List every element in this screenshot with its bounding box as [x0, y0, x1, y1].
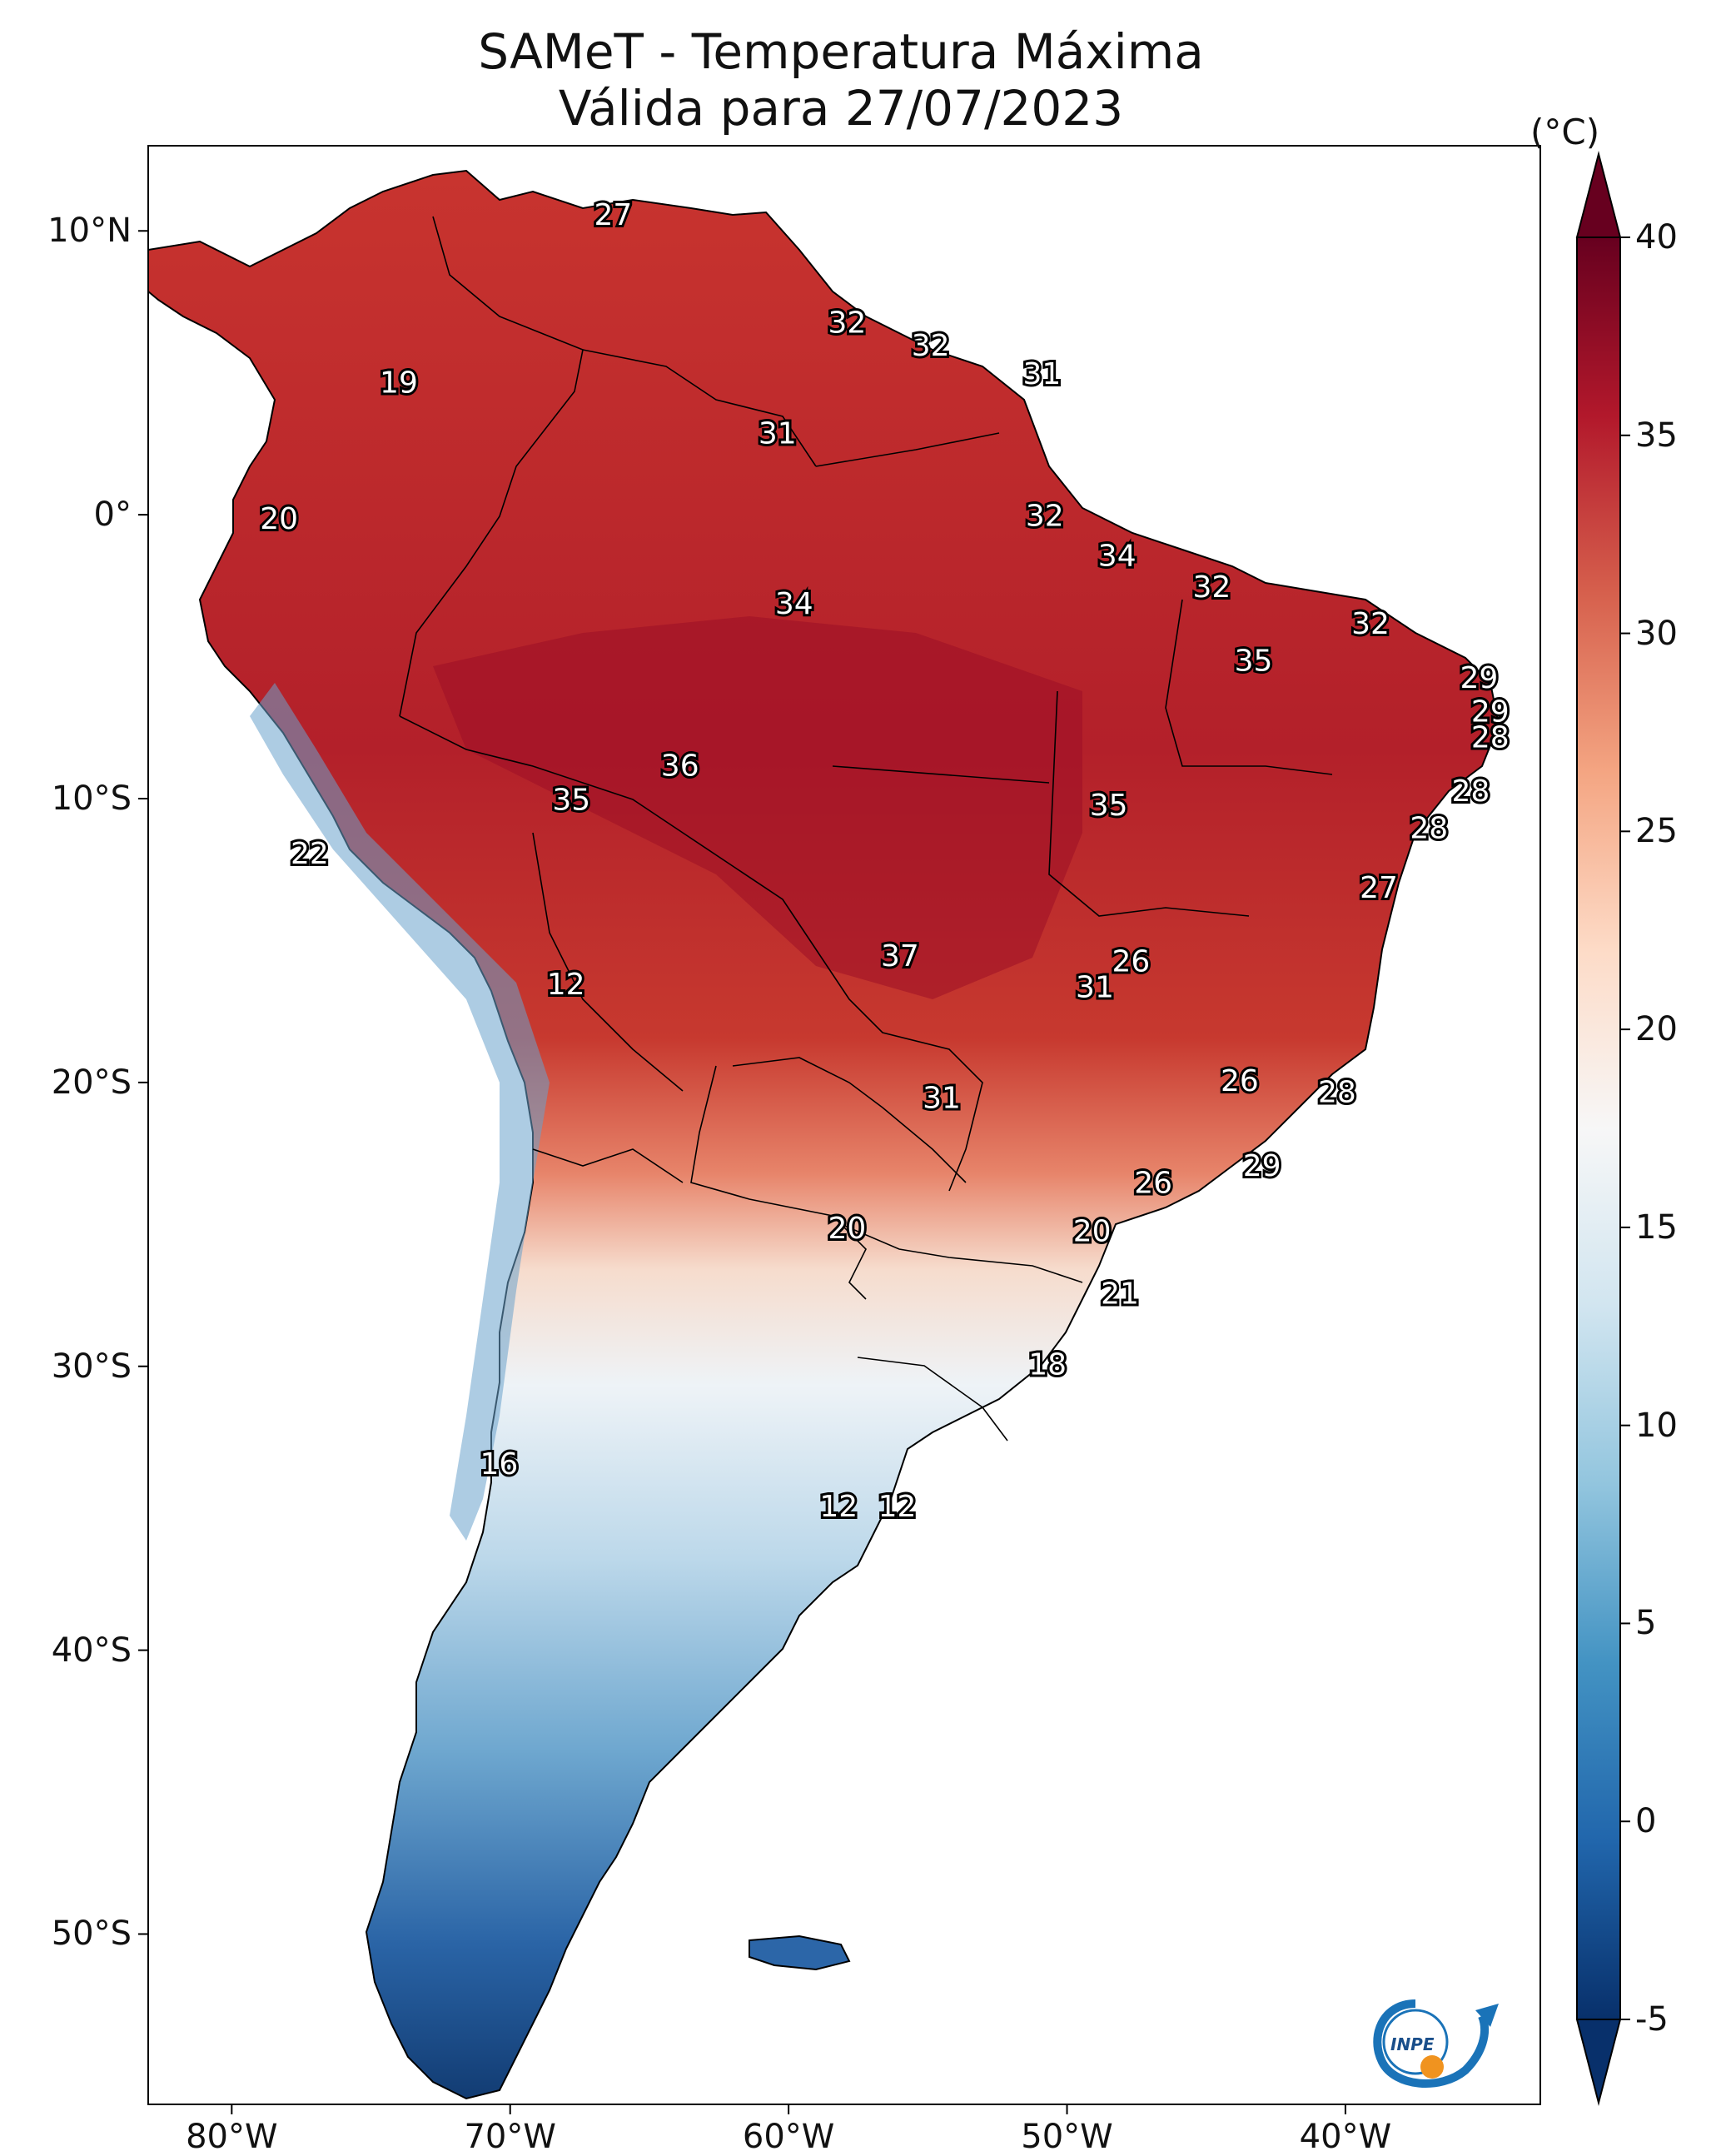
temperature-label: 26: [1134, 1167, 1172, 1201]
map-subtitle: Válida para 27/07/2023: [558, 80, 1124, 137]
temperature-label: 34: [1098, 539, 1137, 573]
temperature-label: 35: [552, 783, 590, 817]
temperature-label: 29: [1460, 661, 1499, 695]
temperature-label: 18: [1028, 1348, 1067, 1382]
temperature-label: 20: [1073, 1215, 1112, 1249]
colorbar-tick-label: 0: [1635, 1802, 1657, 1841]
temperature-label: 31: [1023, 357, 1062, 391]
y-tick-label: 50°S: [51, 1915, 132, 1954]
temperature-label: 20: [260, 502, 298, 536]
hot-core-region: [433, 616, 1082, 999]
temperature-label: 28: [1318, 1076, 1356, 1110]
colorbar-tick-label: 20: [1635, 1010, 1678, 1049]
temperature-label: 26: [1112, 945, 1151, 979]
temperature-label: 36: [661, 749, 699, 784]
temperature-label: 26: [1221, 1064, 1259, 1098]
temperature-label: 28: [1410, 811, 1448, 845]
temperature-label: 19: [380, 366, 418, 400]
temperature-label: 27: [1360, 871, 1398, 905]
temperature-label: 32: [912, 329, 950, 363]
temperature-label: 27: [594, 198, 633, 232]
temperature-label: 32: [1026, 500, 1064, 534]
y-tick-label: 10°N: [47, 212, 132, 251]
country-borders: [399, 216, 1333, 1441]
andes-cold-strip: [250, 683, 550, 1541]
temperature-label: 22: [291, 837, 329, 871]
colorbar-unit: (°C): [1530, 112, 1600, 152]
temperature-label: 21: [1101, 1277, 1139, 1312]
y-tick-label: 20°S: [51, 1063, 132, 1102]
temperature-label: 29: [1471, 695, 1510, 729]
y-tick-label: 30°S: [51, 1347, 132, 1386]
temperature-label: 28: [1451, 774, 1490, 809]
x-tick-label: 80°W: [186, 2118, 278, 2156]
temperature-label: 29: [1243, 1149, 1281, 1183]
x-tick-label: 70°W: [464, 2118, 556, 2156]
map-title: SAMeT - Temperatura Máxima: [478, 23, 1204, 80]
x-tick-label: 60°W: [742, 2118, 835, 2156]
colorbar-tick-label: 10: [1635, 1406, 1678, 1445]
colorbar-tick-label: 35: [1635, 416, 1678, 455]
temperature-label: 35: [1235, 644, 1273, 678]
x-tick-label: 40°W: [1299, 2118, 1392, 2156]
inpe-logo: INPE: [1373, 1999, 1499, 2088]
inpe-logo-text: INPE: [1390, 2034, 1435, 2054]
y-tick-label: 0°: [93, 495, 132, 535]
colorbar-bottom-extend: [1575, 2019, 1622, 2106]
temperature-label: 31: [923, 1081, 961, 1115]
temperature-label: 31: [1076, 970, 1114, 1004]
temperature-label: 16: [480, 1447, 518, 1481]
temperature-label: 12: [878, 1490, 917, 1524]
falkland-islands: [749, 1934, 851, 1971]
x-tick-label: 50°W: [1021, 2118, 1113, 2156]
colorbar-top-extend: [1575, 151, 1622, 238]
y-tick-label: 10°S: [51, 779, 132, 818]
colorbar-tick-label: 40: [1635, 218, 1678, 256]
colorbar-tick-label: 5: [1635, 1604, 1657, 1643]
temperature-label: 12: [547, 968, 585, 1002]
temperature-label: 12: [819, 1490, 858, 1524]
y-axis-ticks: [138, 230, 148, 1935]
temperature-label: 32: [828, 306, 866, 341]
colorbar-tick-label: 15: [1635, 1207, 1678, 1247]
temperature-label: 20: [828, 1212, 866, 1246]
temperature-label: 32: [1193, 570, 1231, 605]
colorbar: [1575, 151, 1630, 2106]
colorbar-tick-label: -5: [1635, 2000, 1669, 2039]
y-tick-label: 40°S: [51, 1631, 132, 1670]
colorbar-scale: [1576, 237, 1621, 2020]
colorbar-tick-label: 25: [1635, 812, 1678, 851]
temperature-label: 34: [775, 587, 813, 621]
temperature-label: 35: [1090, 789, 1128, 823]
temperature-label: 31: [759, 417, 797, 451]
colorbar-tick-label: 30: [1635, 614, 1678, 653]
temperature-label: 32: [1351, 607, 1390, 641]
temperature-label: 28: [1471, 720, 1510, 754]
x-axis-ticks: [231, 2104, 1346, 2114]
temperature-label: 37: [881, 939, 919, 973]
